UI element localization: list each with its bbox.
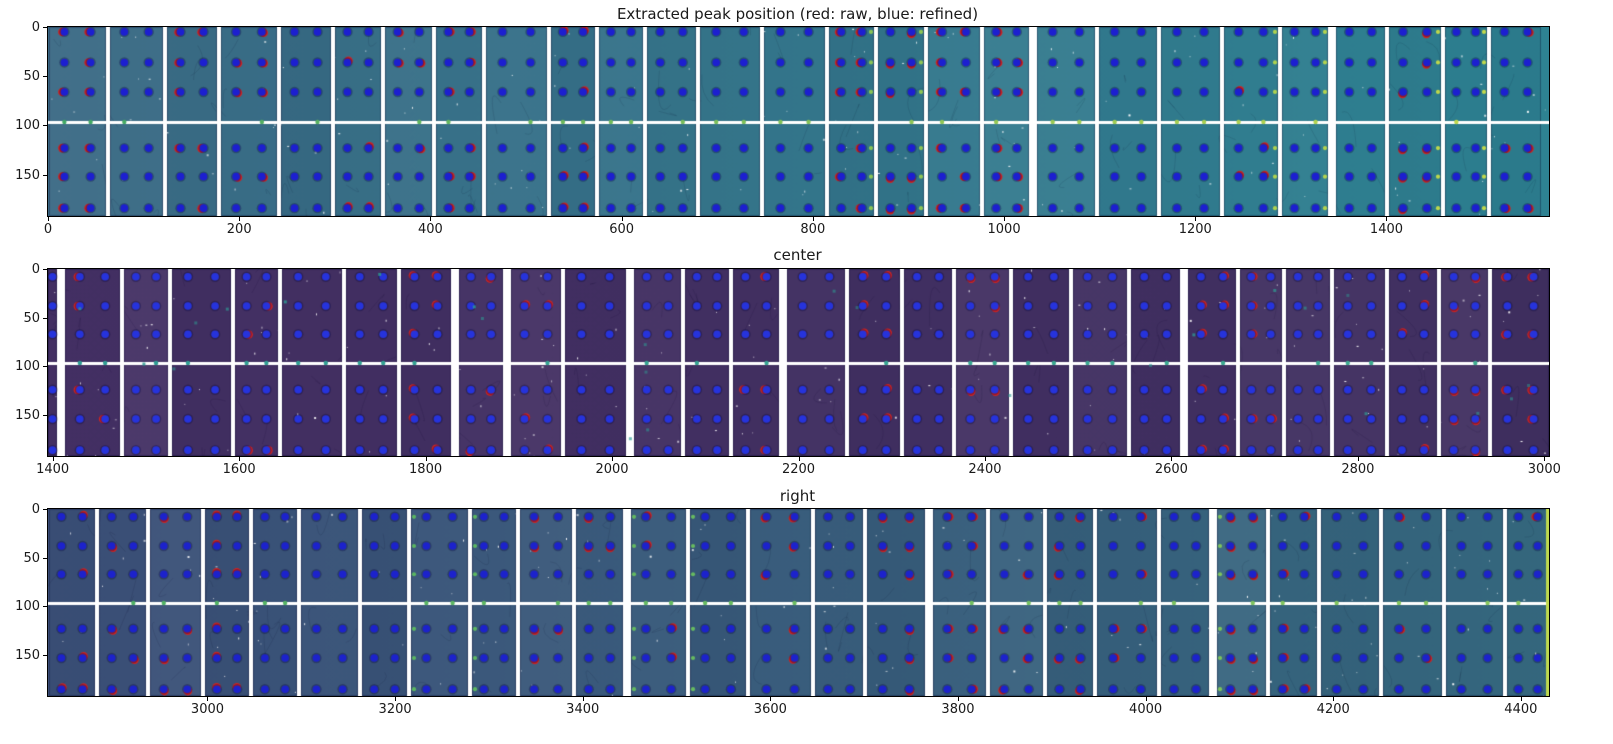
x-tick-mark [1004,217,1006,221]
x-tick-mark [957,697,959,701]
x-tick-label: 800 [800,222,826,237]
y-tick-mark [43,366,47,368]
x-tick-label: 1600 [222,462,256,477]
x-tick-mark [52,457,54,461]
y-tick-mark [43,606,47,608]
x-tick-label: 3600 [753,702,787,717]
x-tick-mark [239,457,241,461]
panel-title: center [773,246,822,264]
x-tick-mark [1357,457,1359,461]
x-tick-mark [582,697,584,701]
panel-title: right [779,487,816,505]
y-tick-label: 100 [15,599,40,615]
plot-area-right: 3000 3200 3400 3600 3800 4000 4200 4400 0 50 100 15… [15,502,1550,717]
x-tick-mark [1145,697,1147,701]
y-tick-label: 50 [23,550,40,566]
y-tick-label: 150 [15,408,40,424]
x-tick-label: 2000 [595,462,629,477]
x-tick-mark [1333,697,1335,701]
y-tick-mark [43,317,47,319]
y-tick-label: 100 [15,118,40,134]
y-tick-mark [43,509,47,510]
y-tick-mark [43,76,47,78]
x-tick-mark [395,697,397,701]
x-tick-mark [1520,697,1522,701]
x-tick-mark [207,697,209,701]
y-tick-mark [43,655,47,657]
y-tick-label: 150 [15,648,40,664]
x-tick-label: 3000 [1527,462,1561,477]
y-tick-label: 50 [23,310,40,326]
x-tick-mark [798,457,800,461]
x-tick-mark [621,217,623,221]
plot-area-center: 1400 1600 1800 2000 2200 2400 2600 2800 3000 0 50 1… [15,262,1561,477]
x-tick-label: 3000 [190,702,225,717]
y-tick-label: 150 [15,167,40,183]
x-tick-mark [430,217,432,221]
x-tick-label: 400 [417,222,443,237]
x-tick-label: 4200 [1316,702,1350,717]
x-tick-label: 1000 [987,222,1021,237]
detector-image-top [48,27,1549,216]
x-tick-label: 1400 [1369,222,1404,237]
y-tick-mark [43,174,47,176]
panel-title: Extracted peak position (red: raw, blue:… [616,5,979,23]
x-tick-mark [425,457,427,461]
detector-image-center [48,269,1549,456]
x-tick-mark [1195,217,1197,221]
x-tick-label: 2400 [968,462,1002,477]
detector-image-right [48,509,1549,696]
x-tick-mark [612,457,614,461]
x-tick-label: 3200 [378,702,412,717]
x-tick-label: 1800 [409,462,443,477]
x-tick-mark [1544,457,1546,461]
x-tick-mark [239,217,241,221]
y-tick-mark [43,415,47,417]
x-tick-label: 200 [226,222,252,237]
y-tick-label: 0 [31,262,40,277]
x-tick-label: 3400 [566,702,600,717]
x-tick-mark [48,217,49,221]
x-tick-mark [812,217,814,221]
x-tick-label: 1200 [1178,222,1212,237]
x-tick-label: 4000 [1129,702,1163,717]
y-tick-label: 100 [15,359,40,375]
x-tick-label: 2800 [1341,462,1375,477]
y-tick-mark [43,27,47,28]
x-tick-label: 3800 [941,702,975,717]
x-tick-label: 4400 [1504,702,1538,717]
y-tick-mark [43,557,47,559]
x-tick-mark [770,697,772,701]
x-tick-mark [1171,457,1173,461]
x-tick-label: 2200 [781,462,816,477]
x-tick-label: 600 [609,222,635,237]
y-tick-mark [43,269,47,270]
y-tick-label: 0 [31,502,40,517]
x-tick-label: 2600 [1154,462,1188,477]
x-tick-mark [1386,217,1388,221]
x-tick-label: 1400 [36,462,70,477]
y-tick-mark [43,125,47,127]
x-tick-mark [984,457,986,461]
x-tick-label: 0 [43,222,53,237]
plot-area-top: 0 200 400 600 800 1000 1200 1400 0 50 100 150 [15,20,1550,237]
y-tick-label: 50 [23,69,40,85]
y-tick-label: 0 [31,20,40,35]
